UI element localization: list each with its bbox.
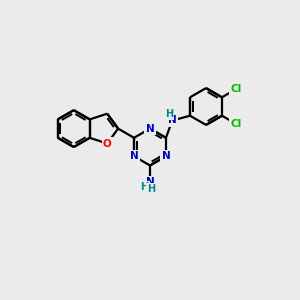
- Text: Cl: Cl: [231, 119, 242, 129]
- Text: H: H: [165, 109, 173, 119]
- Text: N: N: [162, 151, 170, 161]
- Text: H: H: [140, 182, 148, 192]
- Text: Cl: Cl: [231, 84, 242, 94]
- Text: H: H: [147, 184, 155, 194]
- Text: N: N: [146, 124, 154, 134]
- Text: N: N: [168, 116, 177, 125]
- Text: N: N: [146, 177, 154, 187]
- Text: O: O: [103, 139, 112, 148]
- Text: N: N: [130, 151, 138, 161]
